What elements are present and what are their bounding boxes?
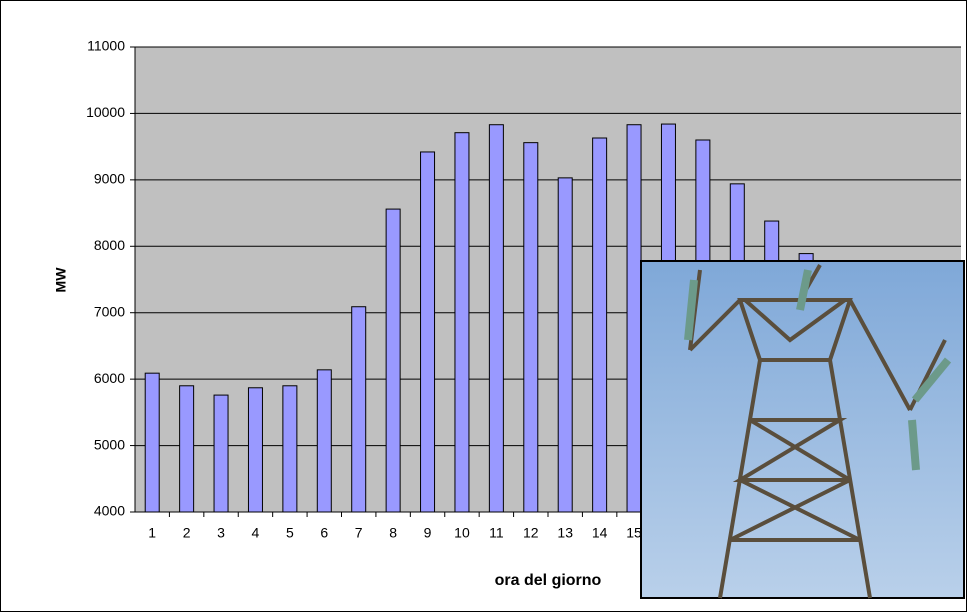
y-tick-label: 10000: [86, 104, 125, 120]
x-tick-label: 9: [424, 525, 432, 541]
photo: [640, 260, 965, 599]
y-tick-label: 6000: [94, 370, 125, 386]
x-tick-label: 10: [454, 525, 470, 541]
y-tick-label: 5000: [94, 436, 125, 452]
bar: [557, 177, 573, 513]
y-tick-label: 9000: [94, 171, 125, 187]
x-tick-label: 3: [217, 525, 225, 541]
x-tick-label: 1: [148, 525, 156, 541]
bar: [316, 369, 332, 513]
y-axis-label: MW: [53, 267, 69, 293]
bar: [247, 387, 263, 513]
x-tick-label: 7: [355, 525, 363, 541]
bar: [213, 394, 229, 513]
y-tick-label: 7000: [94, 303, 125, 319]
bar: [626, 124, 642, 513]
x-tick-label: 12: [523, 525, 539, 541]
y-tick-label: 11000: [87, 38, 125, 54]
x-tick-label: 6: [320, 525, 328, 541]
bar: [385, 208, 401, 513]
bar: [420, 151, 436, 513]
bar: [488, 124, 504, 513]
bar: [179, 385, 195, 513]
x-tick-label: 14: [592, 525, 608, 541]
bar: [351, 306, 367, 513]
bar: [523, 142, 539, 513]
bar: [282, 385, 298, 513]
x-tick-label: 15: [626, 525, 642, 541]
x-tick-label: 11: [489, 525, 504, 541]
y-tick-label: 8000: [94, 237, 125, 253]
x-tick-label: 2: [183, 525, 191, 541]
insulators: [684, 269, 952, 471]
x-tick-label: 13: [557, 525, 573, 541]
bar: [454, 132, 470, 513]
bar: [144, 372, 160, 513]
x-axis-label: ora del giorno: [495, 572, 602, 589]
x-tick-label: 5: [286, 525, 294, 541]
y-tick-label: 4000: [94, 503, 125, 519]
x-tick-label: 4: [252, 525, 260, 541]
x-tick-label: 8: [389, 525, 397, 541]
bar: [592, 137, 608, 513]
